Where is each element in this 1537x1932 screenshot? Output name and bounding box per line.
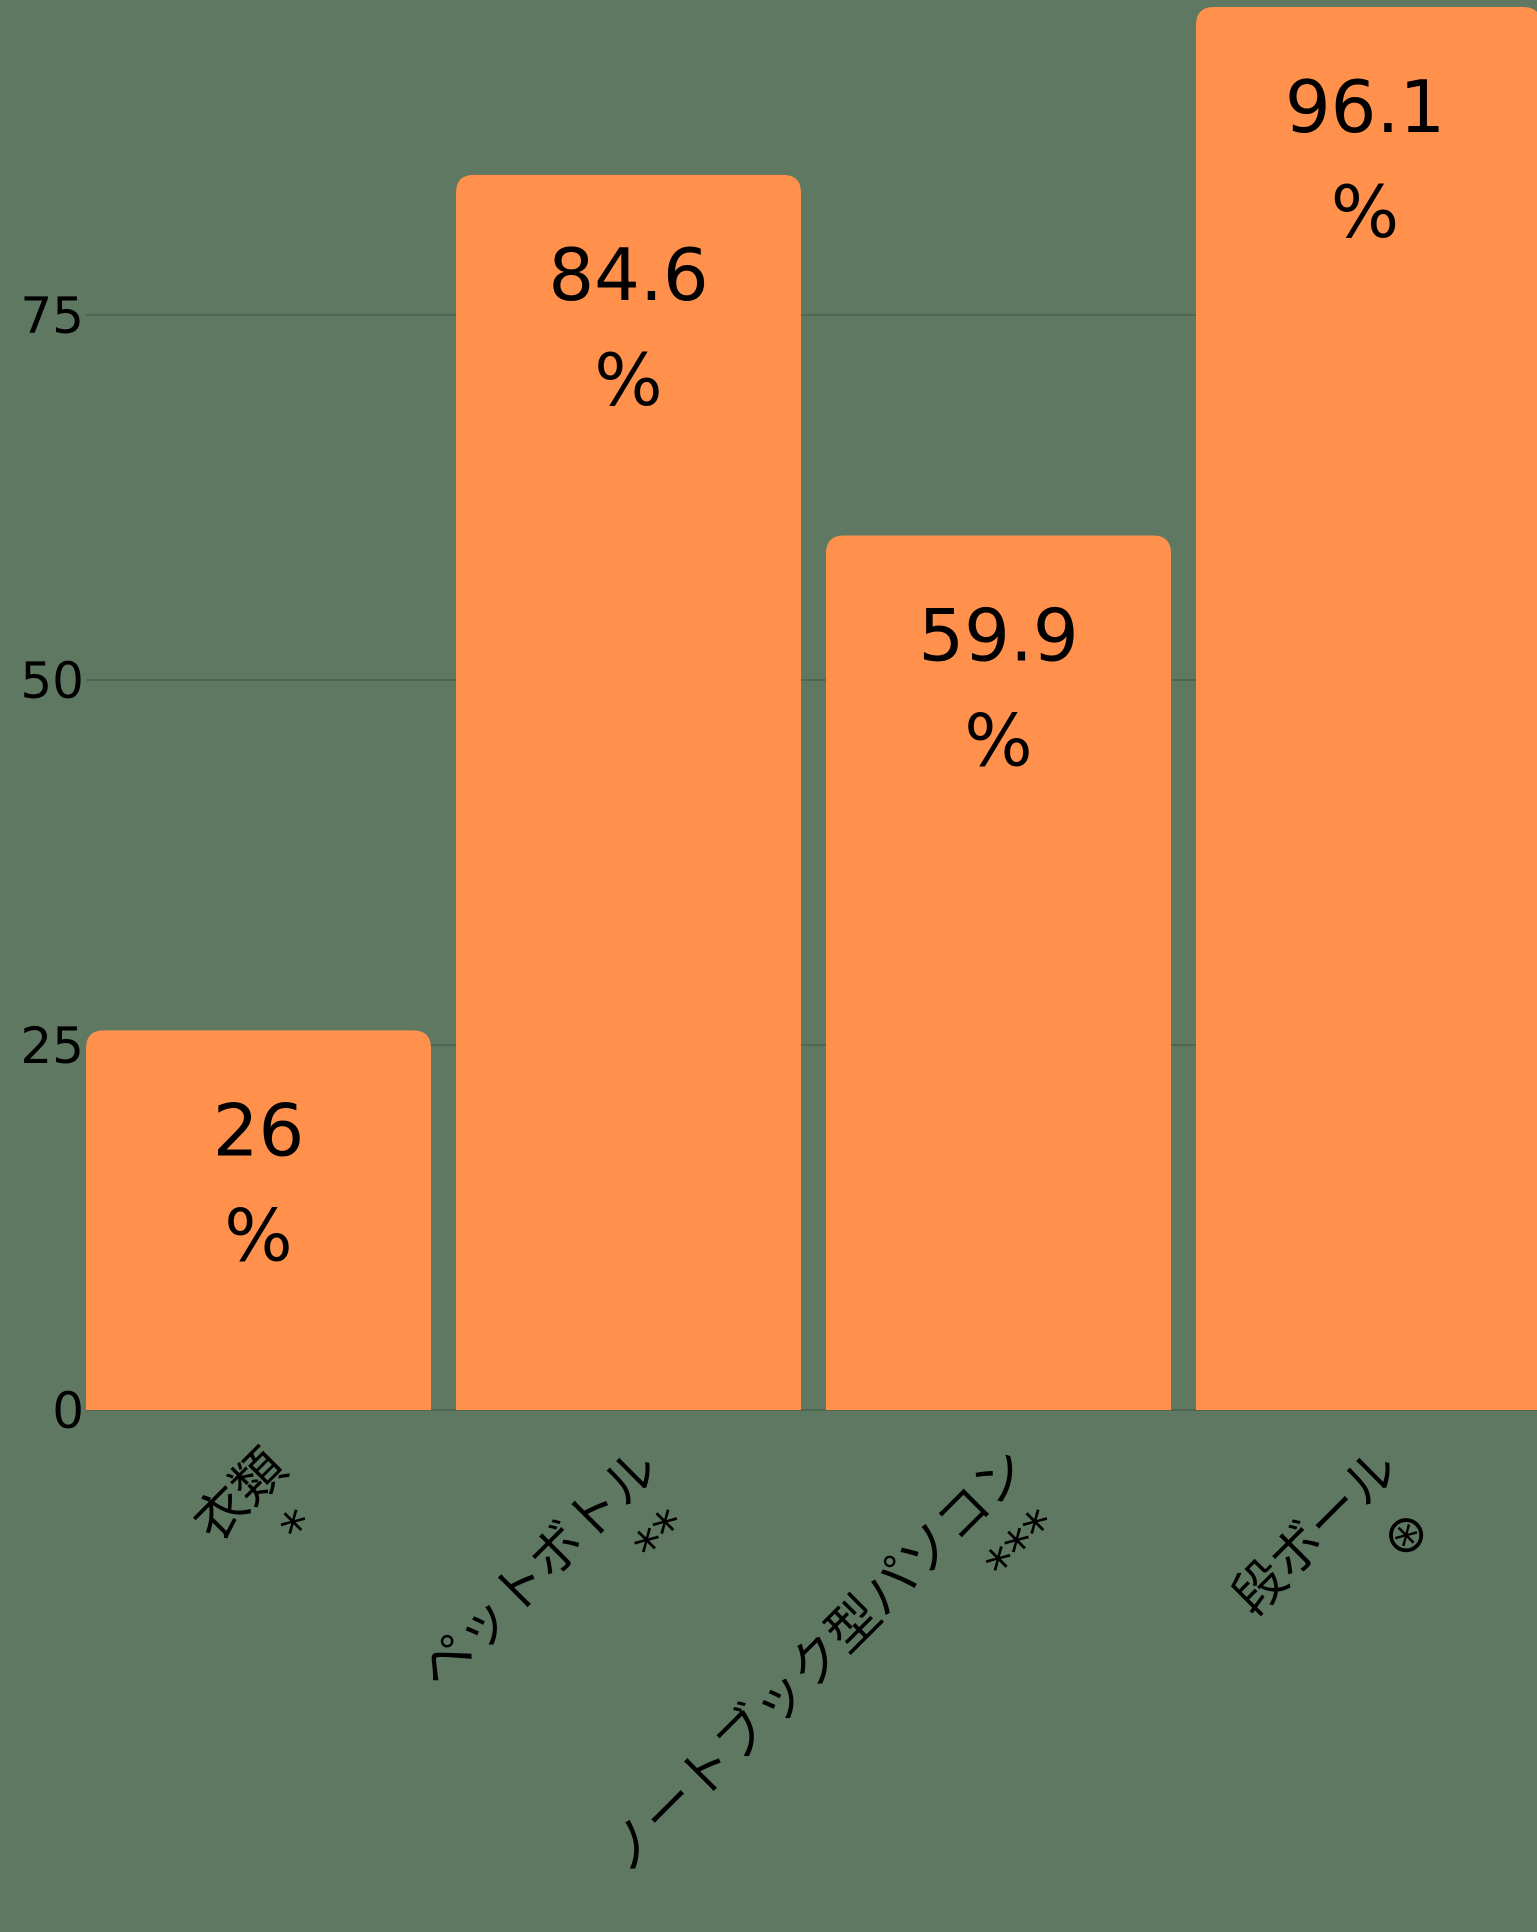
bar-2 [826,535,1171,1410]
y-tick-label-50: 50 [20,652,84,710]
value-labels: 26% 84.6% 59.9% 96.1% [213,65,1445,1277]
bar-1 [456,174,801,1411]
x-tick-text-0: 衣類 [182,1438,298,1554]
x-tick-label-0: 衣類* [182,1438,330,1559]
value-unit-0: % [224,1193,292,1277]
value-label-2: 59.9 [918,593,1078,677]
value-unit-2: % [964,698,1032,782]
value-label-0: 26 [213,1088,305,1172]
bar-3 [1196,6,1537,1410]
y-tick-label-0: 0 [52,1382,84,1440]
value-label-1: 84.6 [548,233,708,317]
value-unit-1: % [594,338,662,422]
y-tick-label-25: 25 [20,1017,84,1075]
bar-0 [86,1030,431,1410]
x-tick-marker-0: * [269,1498,330,1559]
y-tick-label-75: 75 [20,287,84,345]
y-axis-ticks: 0 25 50 75 [20,287,84,1440]
bars [86,6,1537,1411]
x-tick-text-1: ペットボトル [407,1438,670,1701]
value-label-3: 96.1 [1285,65,1445,149]
x-tick-label-3: 段ボール⊛ [1221,1438,1442,1628]
x-tick-label-1: ペットボトル** [407,1438,702,1701]
value-unit-3: % [1331,170,1399,254]
x-axis-ticks: 衣類* ペットボトル**ノートブック型パソコン*** 段ボール⊛ [182,1438,1442,1885]
